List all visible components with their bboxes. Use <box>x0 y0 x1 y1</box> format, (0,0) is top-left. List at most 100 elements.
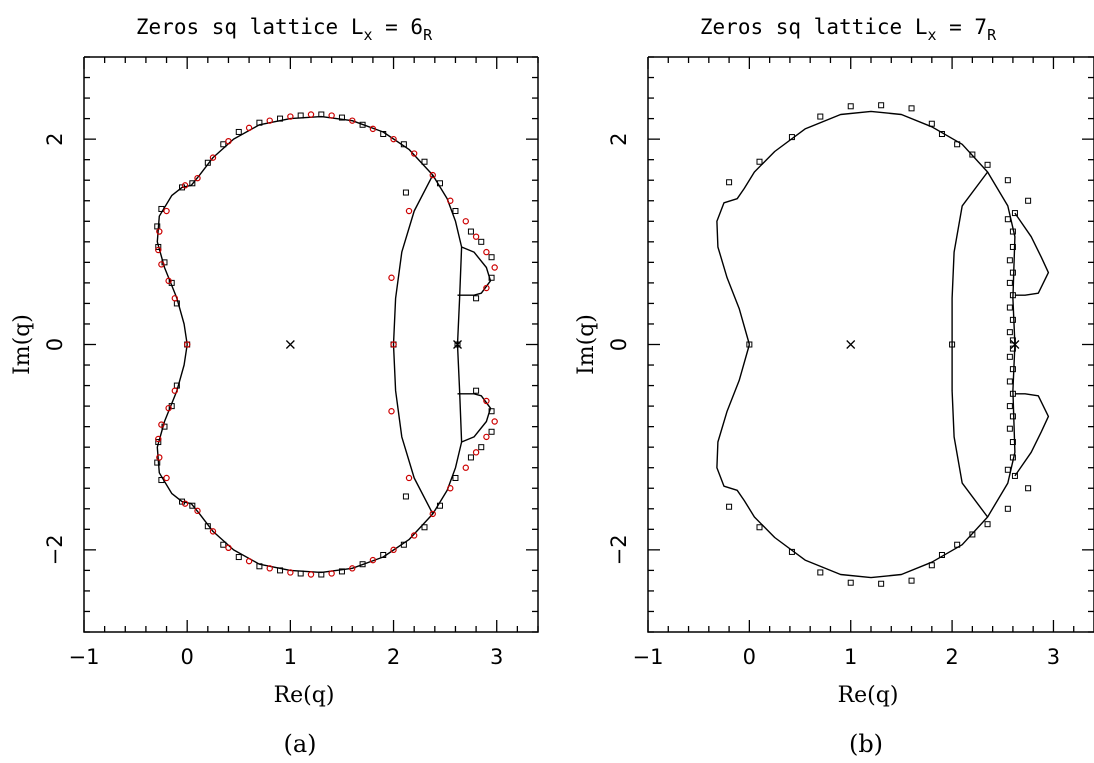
zero-square-marker <box>1007 379 1012 384</box>
zero-square-marker <box>1007 258 1012 263</box>
zero-square-marker <box>1010 317 1015 322</box>
zero-circle-marker <box>164 208 169 213</box>
x-tick-label: 2 <box>945 645 958 669</box>
x-tick-label: 2 <box>387 645 400 669</box>
title-text: Zeros sq lattice L <box>700 15 928 39</box>
zero-circle-marker <box>308 112 313 117</box>
x-tick-label: 3 <box>1047 645 1060 669</box>
zero-square-marker <box>479 445 484 450</box>
boundary-curve <box>717 111 1015 344</box>
zero-circle-marker <box>484 249 489 254</box>
zero-square-marker <box>1010 270 1015 275</box>
zero-square-marker <box>236 555 241 560</box>
boundary-curve <box>157 117 461 345</box>
zero-square-marker <box>1010 414 1015 419</box>
x-tick-label: 0 <box>743 645 756 669</box>
title-subscript: x <box>927 26 936 44</box>
zero-square-marker <box>468 229 473 234</box>
zero-circle-marker <box>406 208 411 213</box>
zero-square-marker <box>727 504 732 509</box>
zero-circle-marker <box>389 275 394 280</box>
boundary-curve <box>1015 394 1049 476</box>
zero-square-marker <box>1007 404 1012 409</box>
zero-square-marker <box>1007 280 1012 285</box>
chart-title: Zeros sq lattice Lx = 7R <box>700 15 997 44</box>
zero-square-marker <box>1005 217 1010 222</box>
zero-square-marker <box>727 180 732 185</box>
zero-circle-marker <box>492 419 497 424</box>
zero-square-marker <box>479 239 484 244</box>
y-axis-label: Im(q) <box>574 314 599 375</box>
zero-square-marker <box>818 570 823 575</box>
plot-frame <box>84 57 538 632</box>
boundary-curve <box>1015 213 1049 295</box>
y-tick-label: 0 <box>43 338 67 351</box>
title-text: Zeros sq lattice L <box>136 15 364 39</box>
boundary-curve <box>394 345 433 514</box>
zero-circle-marker <box>484 434 489 439</box>
panel-caption: (b) <box>849 730 883 758</box>
x-tick-label: 1 <box>844 645 857 669</box>
x-tick-label: −1 <box>633 645 664 669</box>
zero-square-marker <box>848 580 853 585</box>
zero-square-marker <box>985 162 990 167</box>
zero-square-marker <box>985 522 990 527</box>
x-tick-label: −1 <box>69 645 100 669</box>
zero-square-marker <box>1010 367 1015 372</box>
zero-circle-marker <box>164 475 169 480</box>
zero-circle-marker <box>246 125 251 130</box>
y-tick-label: 2 <box>607 132 631 145</box>
panel-a: −1 0 1 2 3 −2 0 2 Re(q) Im(q) Zeros sq lattice Lx … <box>10 15 538 758</box>
zero-square-marker <box>848 104 853 109</box>
zero-circle-marker <box>389 409 394 414</box>
x-tick-label: 0 <box>180 645 193 669</box>
zero-circle-marker <box>492 265 497 270</box>
y-tick-label: 2 <box>43 132 67 145</box>
y-axis-label: Im(q) <box>10 314 35 375</box>
zero-square-marker <box>474 388 479 393</box>
title-subscript: R <box>987 26 997 44</box>
plot-frame <box>648 57 1094 632</box>
zero-square-marker <box>909 106 914 111</box>
x-axis-label: Re(q) <box>274 683 335 708</box>
zero-square-marker <box>757 159 762 164</box>
zero-square-marker <box>1026 198 1031 203</box>
zero-square-marker <box>757 525 762 530</box>
zero-square-marker <box>1007 330 1012 335</box>
cross-marker <box>847 341 855 349</box>
chart-title: Zeros sq lattice Lx = 6R <box>136 15 433 44</box>
zero-circle-marker <box>473 450 478 455</box>
y-tick-label: −2 <box>43 534 67 565</box>
zero-square-marker <box>489 429 494 434</box>
zero-square-marker <box>1005 506 1010 511</box>
zero-square-marker <box>909 578 914 583</box>
zero-square-marker <box>474 296 479 301</box>
boundary-curve <box>717 345 1015 578</box>
zero-square-marker <box>489 255 494 260</box>
zero-square-marker <box>1007 305 1012 310</box>
boundary-curve <box>394 175 433 344</box>
zero-square-marker <box>453 209 458 214</box>
zero-circle-marker <box>463 219 468 224</box>
cross-marker <box>286 341 294 349</box>
zero-circle-marker <box>473 234 478 239</box>
title-subscript: x <box>363 26 372 44</box>
zero-square-marker <box>403 494 408 499</box>
zero-circle-marker <box>308 572 313 577</box>
zero-square-marker <box>1007 426 1012 431</box>
zero-square-marker <box>879 103 884 108</box>
title-text: = 7 <box>937 15 988 39</box>
x-tick-label: 1 <box>284 645 297 669</box>
zero-square-marker <box>403 190 408 195</box>
boundary-curve <box>952 345 988 518</box>
x-tick-label: 3 <box>490 645 503 669</box>
zero-square-marker <box>1007 354 1012 359</box>
zero-square-marker <box>1005 178 1010 183</box>
panel-b: −1 0 1 2 3 −2 0 2 Re(q) Im(q) Zeros sq lattice Lx … <box>574 15 1094 758</box>
title-text: = 6 <box>373 15 424 39</box>
boundary-curve <box>157 345 461 573</box>
zero-square-marker <box>453 475 458 480</box>
zero-square-marker <box>818 114 823 119</box>
boundary-curve <box>952 172 988 345</box>
